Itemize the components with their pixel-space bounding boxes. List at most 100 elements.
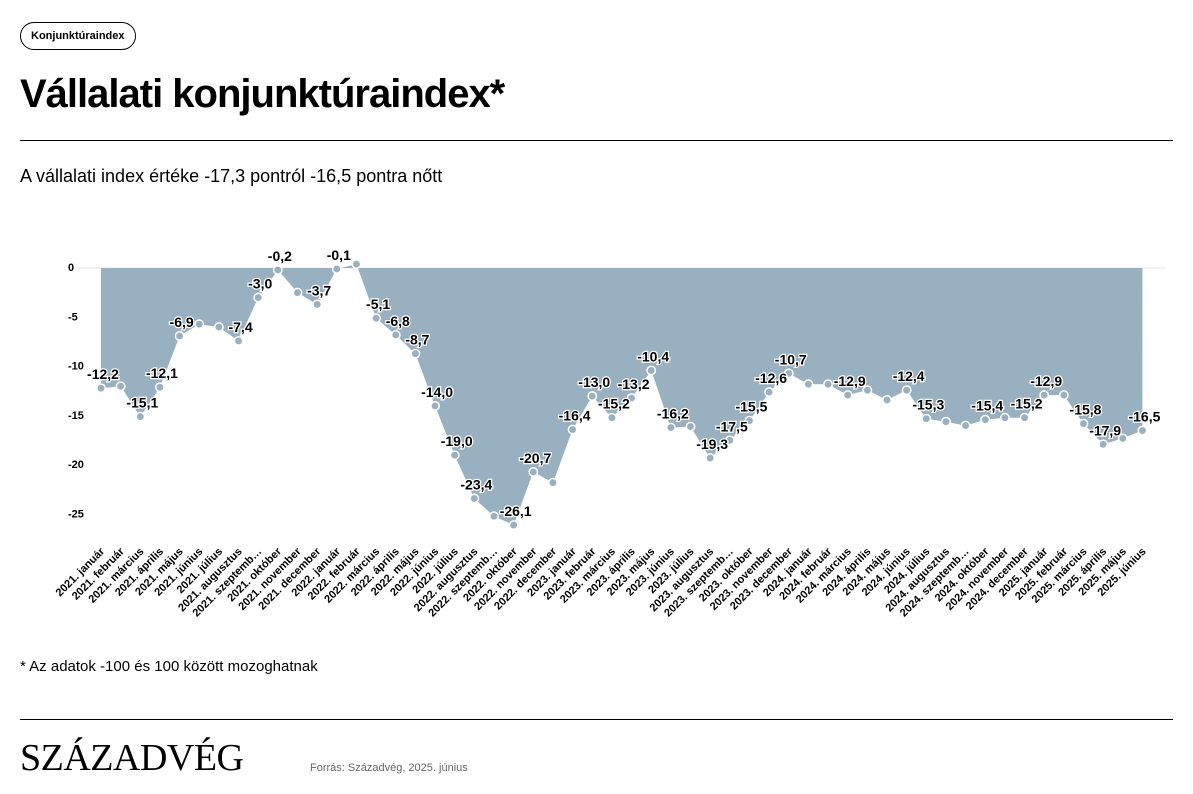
data-point [803,379,814,390]
data-label: -15,4 [971,398,1003,414]
brand-logo: SZÁZADVÉG [20,737,244,779]
data-label: -12,9 [834,373,866,389]
data-point [567,424,578,435]
data-point [999,412,1010,423]
data-label: -14,0 [421,384,453,400]
data-point [292,287,303,298]
data-point [882,395,892,405]
footnote: * Az adatok -100 és 100 között mozoghatn… [20,658,318,675]
data-label: -15,1 [126,395,158,411]
data-point [744,415,755,426]
data-point [1058,390,1069,401]
data-label: -6,9 [170,314,194,330]
data-point [449,450,460,461]
data-label: -19,0 [441,433,473,449]
y-tick-label: -25 [68,508,84,520]
data-point [390,330,401,340]
data-point [626,393,637,403]
data-point [331,264,342,274]
data-label: -13,0 [578,374,610,390]
data-point [233,335,244,346]
data-label: -0,2 [268,248,292,264]
data-label: -16,5 [1128,409,1160,425]
data-label: -17,5 [716,418,748,434]
data-point [1137,425,1148,436]
data-label: -3,7 [307,282,331,298]
data-label: -12,9 [1030,373,1062,389]
source-note: Forrás: Századvég, 2025. június [310,762,468,774]
data-label: -15,2 [1011,396,1043,412]
data-point [823,379,833,390]
data-label: -17,9 [1089,422,1121,438]
data-label: -0,1 [327,247,351,263]
data-point [764,387,775,398]
page-title: Vállalati konjunktúraindex* [20,72,505,116]
data-label: -12,6 [755,370,787,386]
data-point [842,390,853,401]
data-label: -15,2 [598,396,630,412]
data-point [685,421,696,432]
data-point [155,382,165,393]
data-label: -16,4 [559,408,591,424]
data-label: -12,2 [87,366,119,382]
data-point [528,466,539,477]
data-point [1117,433,1128,444]
data-label: -15,5 [735,399,767,415]
y-tick-label: -5 [68,311,78,323]
data-label: -3,0 [248,276,272,292]
data-label: -16,2 [657,406,689,422]
data-point [724,435,735,446]
data-label: -20,7 [519,450,551,466]
data-point [646,365,657,376]
data-label: -10,4 [637,348,669,364]
data-point [1039,390,1050,401]
y-tick-label: -10 [68,361,84,373]
data-label: -23,4 [460,476,492,492]
data-point [921,413,932,424]
data-label: -26,1 [500,503,532,519]
data-point [1019,412,1030,423]
footer-divider [20,719,1173,720]
y-tick-label: 0 [68,262,74,274]
data-label: -12,4 [893,368,925,384]
data-label: -6,8 [386,313,410,329]
area-series [101,264,1143,526]
data-point [783,368,794,379]
data-point [351,259,362,270]
y-tick-label: -20 [68,459,84,471]
data-point [489,511,499,522]
data-label: -12,1 [146,365,178,381]
data-point [862,385,873,396]
data-point [587,391,598,402]
data-point [941,416,951,427]
data-point [960,420,971,431]
topic-tag[interactable]: Konjunktúraindex [20,22,136,50]
data-label: -19,3 [696,436,728,452]
page-subtitle: A vállalati index értéke -17,3 pontról -… [20,166,443,186]
data-point [312,299,323,310]
data-label: -13,2 [618,376,650,392]
data-point [1078,418,1089,429]
data-label: -10,7 [775,351,807,367]
data-label: -5,1 [366,296,390,312]
data-point [410,348,421,359]
data-point [213,322,224,333]
data-point [96,383,106,394]
data-point [548,477,558,488]
data-point [194,319,205,330]
data-point [272,265,283,275]
data-point [508,520,519,531]
data-label: -7,4 [228,319,252,335]
header-divider [20,140,1173,141]
data-point [1098,439,1109,450]
data-label: -15,3 [912,397,944,413]
area-chart: 0 -5 -10 -15 -20 -25 -12,2 -15,1 -12,1 -6,9 -7,4 -3… [54,246,1165,619]
data-point [430,400,440,411]
data-point [469,493,480,504]
data-point [253,292,264,303]
data-point [980,414,991,425]
data-point [665,422,676,433]
data-point [705,453,716,464]
data-label: -15,8 [1070,402,1102,418]
data-point [135,411,146,422]
